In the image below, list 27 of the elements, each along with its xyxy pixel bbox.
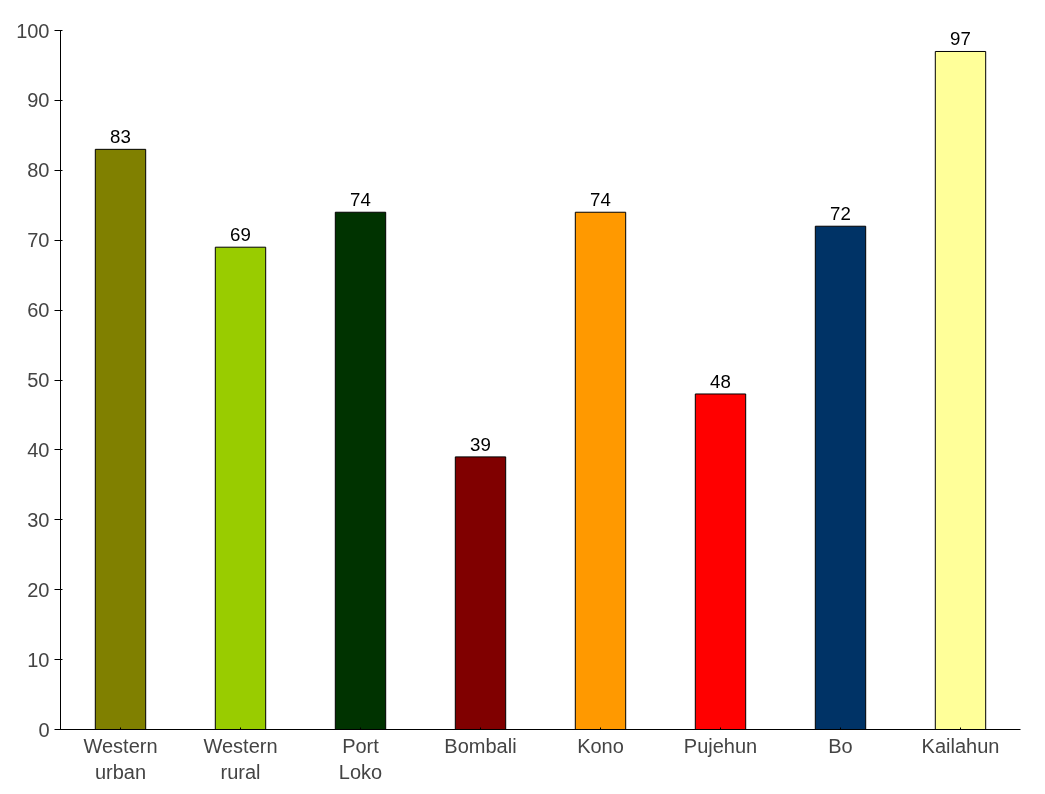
data-label: 69 [230, 224, 251, 246]
y-tick-label: 70 [27, 229, 50, 252]
data-label: 72 [830, 203, 851, 225]
y-tick-label: 20 [27, 578, 50, 601]
y-tick-label: 80 [27, 159, 50, 182]
x-tick-label: Kono [577, 734, 624, 757]
y-tick-label: 40 [27, 438, 50, 461]
y-tick-label: 10 [27, 648, 50, 671]
y-tick-label: 90 [27, 89, 50, 112]
x-tick-label: Western rural [203, 734, 278, 783]
x-tick-label: Pujehun [683, 734, 758, 757]
y-tick-label: 30 [27, 508, 50, 531]
x-tick-label: Bombali [444, 734, 517, 757]
x-tick-label: Kailahun [921, 734, 1000, 757]
data-label: 48 [710, 370, 731, 392]
x-tick-label: Port Loko [338, 734, 383, 783]
x-tick-label: Bo [828, 734, 853, 757]
y-tick-label: 100 [16, 19, 50, 42]
y-tick-label: 60 [27, 299, 50, 322]
data-label: 97 [950, 28, 971, 50]
data-label: 83 [110, 126, 131, 148]
x-tick-label: Western urban [83, 734, 158, 783]
y-tick-label: 50 [27, 369, 50, 391]
data-label: 39 [470, 433, 491, 455]
data-label: 74 [350, 189, 371, 211]
data-label: 74 [590, 189, 611, 211]
y-tick-label: 0 [38, 718, 50, 741]
